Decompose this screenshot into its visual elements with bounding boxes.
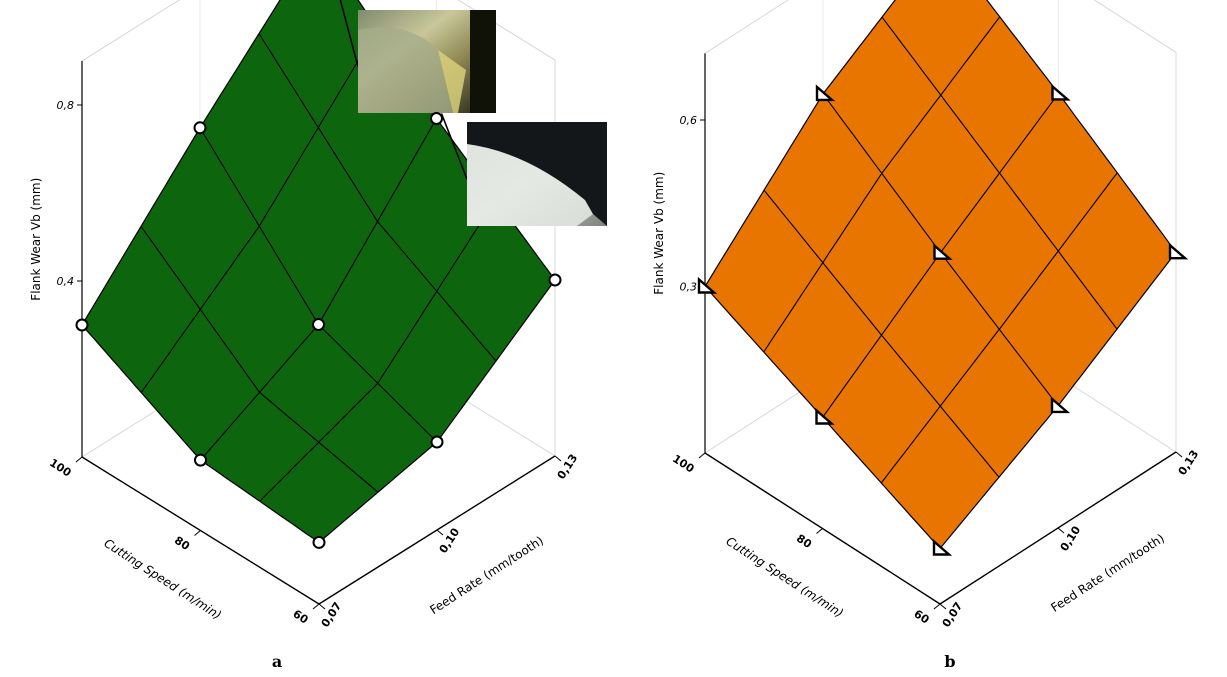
wear-tick-label: 0,3 (680, 281, 698, 294)
data-point-marker (312, 535, 326, 549)
feed-tick-label: 0,13 (1176, 448, 1202, 478)
data-point-marker (194, 453, 207, 467)
data-point-marker (193, 121, 207, 135)
data-point-marker (312, 318, 325, 331)
feed-tick-label: 0,10 (437, 526, 463, 556)
data-point-marker (1050, 396, 1071, 414)
feed-tick (436, 529, 444, 536)
surface-meshline (258, 33, 497, 362)
inset-tool-edge (467, 144, 593, 226)
speed-tick-label: 60 (912, 607, 932, 626)
wear-tick-label: 0,6 (680, 114, 698, 127)
feed-tick-label: 0,07 (319, 600, 345, 630)
speed-tick-label: 100 (47, 456, 74, 480)
surface-meshline (881, 16, 1118, 330)
speed-tick-label: 100 (670, 452, 697, 476)
data-point-marker (932, 538, 953, 556)
surface (704, 0, 1177, 550)
data-point-marker (430, 112, 443, 125)
inset-leader-line (440, 113, 468, 180)
data-point-marker (933, 243, 953, 260)
feed-tick (554, 455, 562, 462)
speed-tick (698, 452, 706, 459)
data-point-marker (430, 435, 444, 449)
data-point-marker (815, 407, 835, 425)
data-point-marker (1051, 83, 1071, 101)
data-point-marker (815, 84, 836, 102)
speed-tick (816, 528, 823, 534)
tool-wear-inset-photo (358, 10, 496, 113)
speed-tick (933, 603, 941, 610)
feed-tick-label: 0,10 (1058, 524, 1084, 554)
flank-wear-axis-label: Flank Wear Vb (mm) (29, 178, 43, 301)
flank-wear-axis-label: Flank Wear Vb (mm) (652, 172, 666, 295)
inset-leader-line (339, 0, 359, 67)
feed-tick-label: 0,07 (940, 600, 966, 630)
surface-meshline (763, 16, 1001, 353)
inset-tool-edge (358, 27, 453, 113)
data-point-marker (697, 276, 718, 294)
speed-tick-label: 60 (291, 607, 311, 626)
cutting-speed-axis-label: Cutting Speed (m/min) (101, 536, 223, 622)
feed-tick (1057, 527, 1065, 534)
speed-tick (194, 530, 201, 536)
inset-wear-region (438, 50, 466, 113)
wear-tick-label: 0,8 (57, 99, 75, 112)
speed-tick-label: 80 (794, 532, 814, 551)
inset-shadow (470, 10, 496, 113)
panel-label: a (272, 652, 282, 671)
cutting-speed-axis-label: Cutting Speed (m/min) (723, 534, 845, 620)
data-point-marker (75, 318, 89, 332)
speed-tick-label: 80 (172, 534, 192, 553)
data-point-marker (1168, 242, 1189, 260)
panel-label: b (944, 652, 955, 671)
feed-tick (1175, 451, 1183, 458)
speed-tick (75, 456, 83, 463)
feed-tick (318, 603, 326, 610)
surface-meshline (140, 28, 378, 393)
tool-wear-inset-photo (467, 122, 607, 226)
feed-tick (939, 603, 947, 610)
data-point-marker (548, 273, 562, 287)
speed-tick (312, 603, 320, 610)
surface (81, 0, 556, 544)
wear-tick-label: 0,4 (57, 275, 75, 288)
inset-shadow (467, 122, 607, 226)
feed-tick-label: 0,13 (555, 452, 581, 482)
